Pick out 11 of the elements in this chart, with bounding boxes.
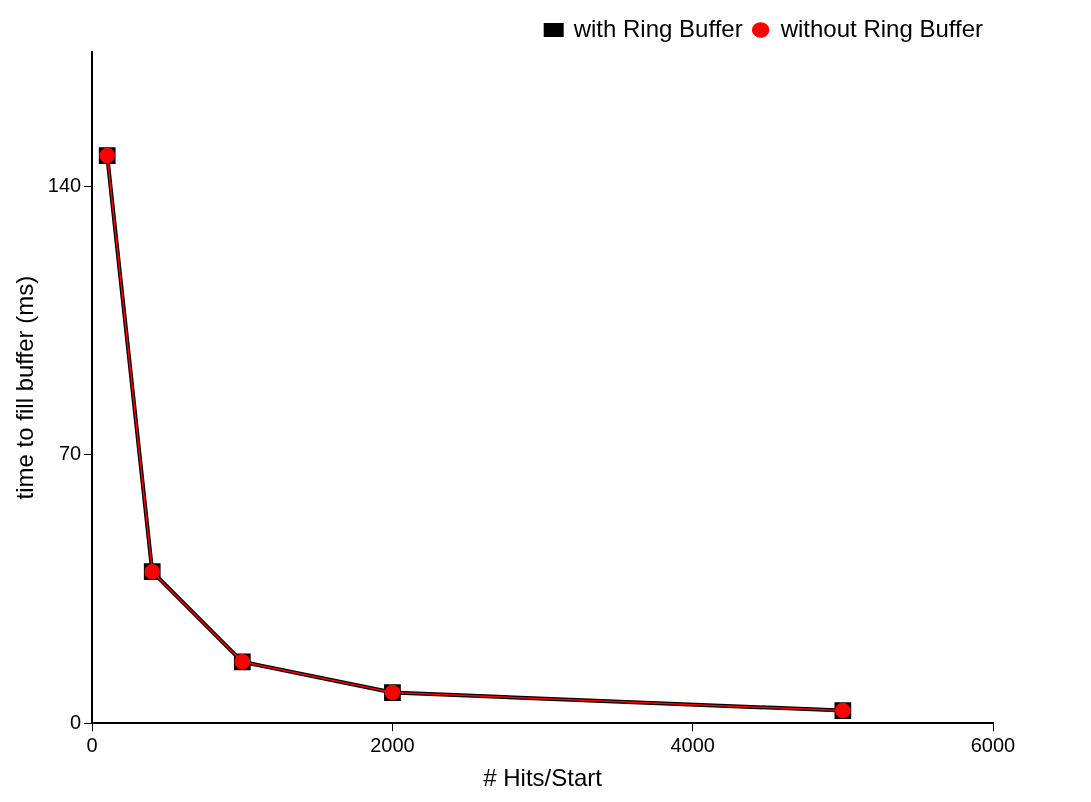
y-tick-label: 140: [47, 173, 82, 196]
y-tick-label: 70: [58, 442, 82, 465]
x-tick-label: 0: [86, 733, 98, 756]
y-tick-label: 0: [70, 710, 82, 733]
x-axis-title: # Hits/Start: [483, 764, 603, 792]
x-tick-label: 2000: [370, 733, 415, 756]
legend-label: with Ring Buffer: [572, 14, 743, 42]
y-axis-title: time to fill buffer (ms): [11, 275, 39, 500]
legend-label: without Ring Buffer: [779, 14, 984, 42]
x-tick-label: 6000: [970, 733, 1016, 756]
x-tick-label: 4000: [670, 733, 715, 756]
